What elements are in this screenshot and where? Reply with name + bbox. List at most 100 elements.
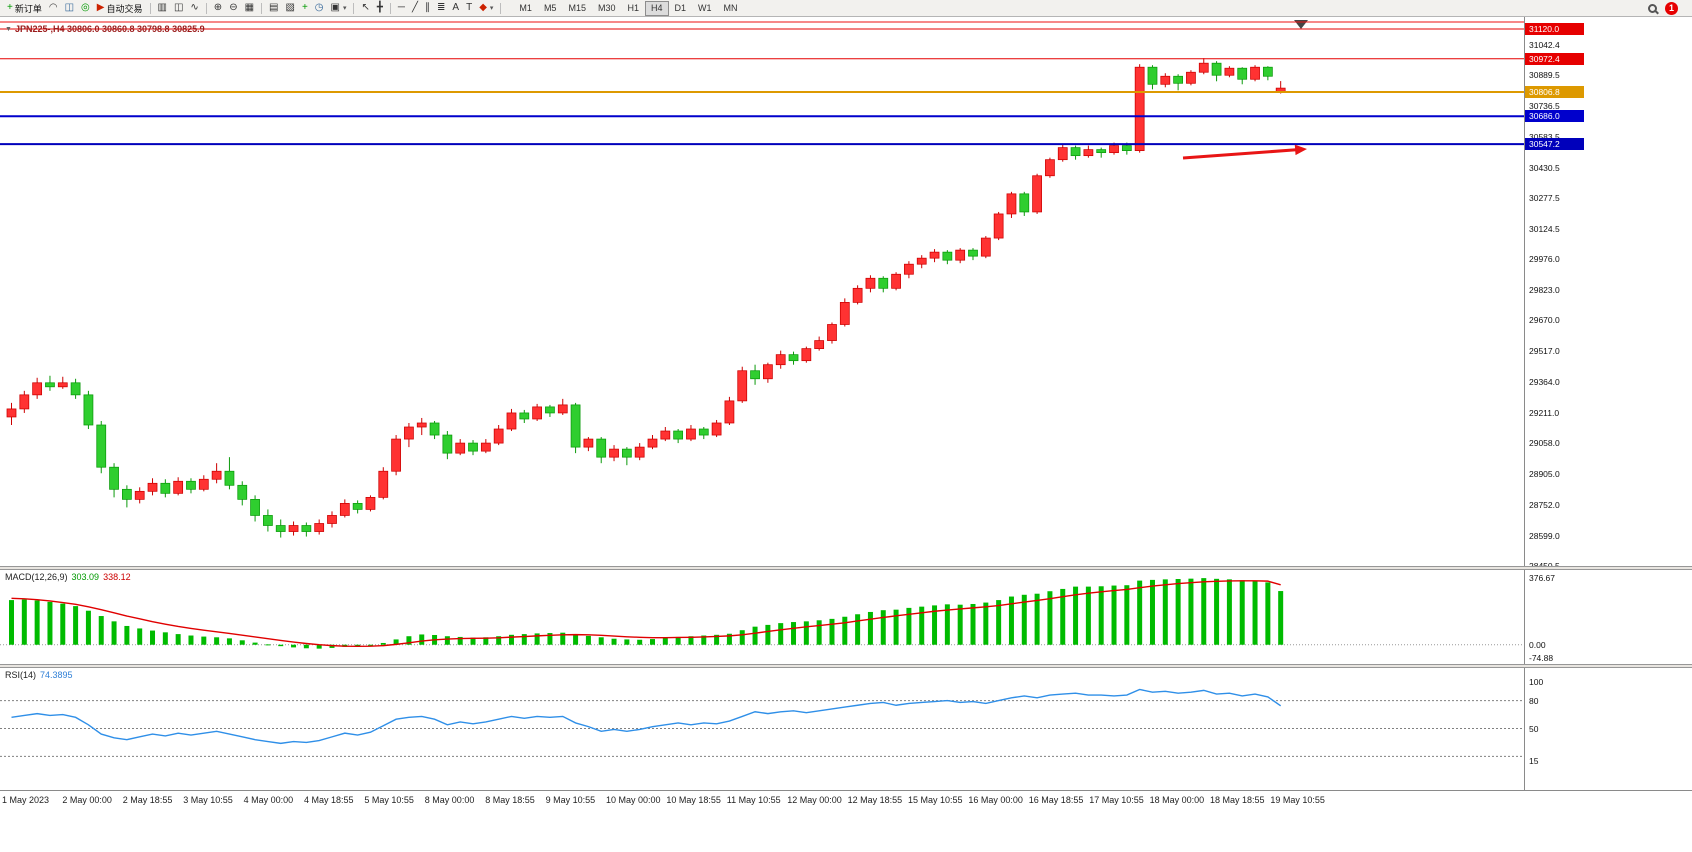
macd-signal-line — [11, 580, 1281, 648]
price-chart-pane[interactable]: ▼ JPN225-,H4 30806.0 30860.8 30798.8 308… — [0, 17, 1692, 571]
pane-splitter[interactable] — [0, 664, 1692, 668]
template-button[interactable]: ▣ ▾ — [328, 1, 350, 16]
price-axis-label: 28599.0 — [1529, 530, 1560, 541]
macd-histogram-bar — [534, 633, 540, 645]
candle — [109, 466, 119, 490]
timeframe-h4[interactable]: H4 — [645, 0, 669, 16]
timeframe-m30[interactable]: M30 — [597, 2, 616, 13]
clock-icon: ◷ — [314, 2, 324, 13]
macd-histogram-bar — [150, 630, 156, 645]
trendline-icon: ╱ — [412, 2, 419, 13]
macd-histogram-bar — [380, 642, 386, 645]
time-axis-label: 4 May 00:00 — [243, 795, 294, 805]
fibonacci-tool-button[interactable]: ≣ — [434, 1, 448, 16]
hline-tool-button[interactable]: ─ — [395, 1, 408, 16]
macd-histogram-bar — [1047, 591, 1053, 645]
price-axis-label: 28752.0 — [1529, 500, 1560, 510]
line-chart-icon: ∿ — [190, 2, 199, 13]
price-axis[interactable]: 31120.0 30972.4 30806.8 30686.0 30547.2 31042… — [1524, 17, 1584, 571]
macd-histogram-bar — [329, 644, 335, 648]
line-chart-button[interactable]: ∿ — [187, 1, 201, 16]
mql5-button[interactable]: ◠ — [46, 1, 61, 16]
macd-histogram-bar — [47, 601, 53, 645]
period-button[interactable]: ◷ — [312, 1, 327, 16]
timeframe-m5[interactable]: M5 — [543, 2, 557, 13]
macd-histogram-bar — [598, 637, 604, 645]
macd-histogram-bar — [162, 632, 168, 645]
candle — [506, 412, 517, 430]
time-axis[interactable]: 1 May 2023 2 May 00:00 2 May 18:55 3 May 10… — [0, 790, 1692, 812]
market-watch-button[interactable]: ◫ — [62, 1, 77, 16]
crosshair-button[interactable]: ╋ — [374, 1, 386, 16]
autotrading-button[interactable]: ▶ 自动交易 — [94, 1, 146, 16]
notification-badge[interactable]: 1 — [1665, 1, 1678, 15]
macd-histogram-bar — [547, 633, 553, 645]
macd-histogram-bar — [829, 618, 835, 645]
symbol-dropdown-icon[interactable]: ▼ — [5, 25, 12, 33]
candle — [775, 354, 786, 366]
candle — [621, 448, 632, 458]
candlestick-chart[interactable] — [0, 17, 1524, 566]
candle — [698, 428, 709, 436]
timeframe-h1[interactable]: H1 — [627, 2, 639, 13]
macd-histogram-bar — [470, 637, 476, 645]
textlabel-tool-button[interactable]: T — [463, 1, 475, 16]
macd-histogram-bar — [496, 636, 502, 645]
time-axis-label: 15 May 10:55 — [908, 795, 963, 805]
horizontal-line-icon: ─ — [397, 2, 405, 13]
candle — [916, 257, 927, 265]
trendline-tool-button[interactable]: ╱ — [409, 1, 421, 16]
zoom-in-button[interactable]: ⊕ — [211, 1, 225, 16]
new-order-button[interactable]: + 新订单 — [4, 1, 45, 16]
shapes-icon: ◆ — [479, 2, 487, 13]
macd-histogram-bar — [188, 635, 194, 645]
text-tool-button[interactable]: A — [449, 1, 462, 16]
macd-histogram-bar — [393, 639, 399, 645]
bar-chart-button[interactable]: ▥ — [155, 1, 170, 16]
add-indicator-button[interactable]: + — [299, 1, 311, 16]
channel-tool-button[interactable]: ∥ — [422, 1, 433, 16]
macd-histogram-bar — [419, 634, 425, 645]
candle — [1250, 66, 1260, 80]
pane-splitter[interactable] — [0, 566, 1692, 570]
timeframe-m15[interactable]: M15 — [568, 2, 586, 13]
candle — [545, 406, 555, 414]
tile-windows-button[interactable]: ▦ — [242, 1, 257, 16]
rsi-axis: 100 80 50 15 — [1524, 668, 1584, 790]
candlestick-chart-button[interactable]: ◫ — [171, 1, 186, 16]
cursor-button[interactable]: ↖ — [358, 1, 372, 16]
toolbar-separator — [261, 2, 263, 14]
new-chart-button[interactable]: ▤ — [266, 1, 281, 16]
timeframe-d1[interactable]: D1 — [674, 2, 687, 13]
data-window-button[interactable]: ◎ — [78, 1, 93, 16]
time-axis-label: 1 May 2023 — [2, 795, 50, 805]
candle — [878, 277, 889, 289]
macd-histogram-bar — [226, 638, 232, 645]
candle — [429, 422, 440, 436]
chart-shift-marker — [1294, 20, 1308, 29]
rsi-pane[interactable]: RSI(14) 74.3895 100 80 50 15 — [0, 668, 1692, 790]
macd-histogram-bar — [1137, 580, 1143, 645]
macd-histogram-bar — [688, 636, 694, 645]
search-icon[interactable] — [1648, 3, 1659, 14]
time-axis-label: 10 May 00:00 — [606, 795, 661, 805]
macd-histogram-bar — [778, 623, 784, 645]
candle — [442, 434, 453, 454]
candle — [263, 515, 273, 526]
candle — [83, 394, 94, 426]
macd-histogram-bar — [893, 609, 899, 645]
zoom-out-button[interactable]: ⊖ — [226, 1, 240, 16]
profiles-button[interactable]: ▧ — [282, 1, 297, 16]
price-axis-label: 31042.4 — [1529, 39, 1560, 50]
dropdown-arrow-icon: ▾ — [342, 5, 347, 12]
timeframe-m1[interactable]: M1 — [519, 2, 532, 13]
timeframe-w1[interactable]: W1 — [698, 2, 712, 13]
candle — [468, 442, 478, 452]
shapes-tool-button[interactable]: ◆ ▾ — [476, 1, 496, 16]
time-axis-label: 3 May 10:55 — [183, 795, 233, 805]
timeframe-mn[interactable]: MN — [723, 2, 738, 13]
timeframe-group: M1 M5 M15 M30 H1 H4 D1 W1 MN — [513, 0, 743, 16]
price-axis-label: 28450.5 — [1529, 561, 1560, 571]
macd-pane[interactable]: MACD(12,26,9) 303.09 338.12 376.67 0.00 -7… — [0, 570, 1692, 664]
